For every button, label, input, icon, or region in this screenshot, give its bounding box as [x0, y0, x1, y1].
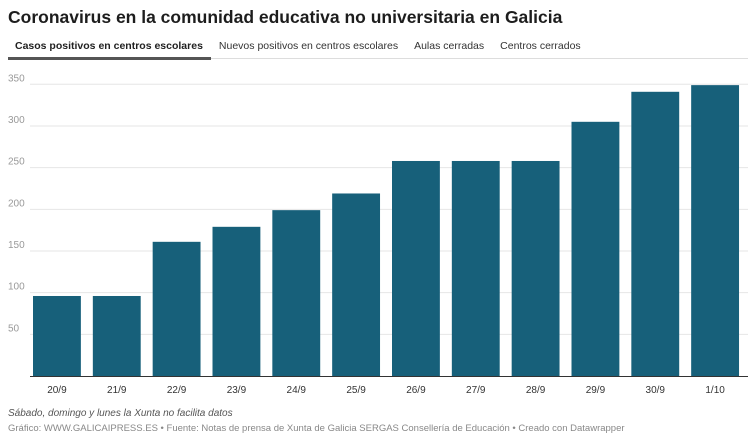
bar [571, 121, 620, 376]
bar [92, 295, 141, 376]
y-tick-label: 350 [8, 73, 25, 84]
chart-note: Sábado, domingo y lunes la Xunta no faci… [8, 408, 233, 419]
chart-source: Gráfico: WWW.GALICAIPRESS.ES • Fuente: N… [8, 423, 625, 434]
bar [212, 226, 261, 376]
tab-casos-positivos[interactable]: Casos positivos en centros escolares [8, 38, 211, 60]
x-tick-label: 20/9 [47, 385, 67, 396]
y-tick-label: 250 [8, 157, 25, 168]
tab-aulas-cerradas[interactable]: Aulas cerradas [414, 40, 485, 52]
bar [631, 91, 680, 377]
x-tick-label: 25/9 [346, 385, 366, 396]
tab-nuevos-positivos[interactable]: Nuevos positivos en centros escolares [218, 40, 399, 52]
bar [451, 160, 500, 376]
bar [272, 210, 321, 376]
x-tick-label: 22/9 [167, 385, 187, 396]
x-tick-label: 21/9 [107, 385, 127, 396]
tab-centros-cerrados[interactable]: Centros cerrados [500, 40, 581, 52]
x-tick-label: 26/9 [406, 385, 426, 396]
x-tick-label: 30/9 [646, 385, 666, 396]
y-tick-label: 50 [8, 323, 20, 334]
y-tick-label: 300 [8, 115, 25, 126]
y-tick-label: 150 [8, 240, 25, 251]
tab-bar: Casos positivos en centros escolares Nue… [8, 38, 748, 60]
bar [511, 160, 560, 376]
bar [392, 160, 440, 376]
x-tick-label: 27/9 [466, 385, 486, 396]
x-tick-label: 23/9 [227, 385, 247, 396]
bar [332, 193, 381, 376]
x-tick-label: 24/9 [287, 385, 307, 396]
chart-title: Coronavirus en la comunidad educativa no… [8, 7, 563, 27]
bar [33, 295, 81, 376]
x-tick-label: 29/9 [586, 385, 606, 396]
x-tick-label: 1/10 [705, 385, 725, 396]
bar-chart: 50 100 150 200 250 300 350 20/9 21/9 22/9 23/9 24/9… [8, 73, 748, 396]
bar [691, 85, 740, 377]
y-tick-label: 100 [8, 282, 25, 293]
x-tick-label: 28/9 [526, 385, 546, 396]
y-tick-label: 200 [8, 198, 25, 209]
bar [152, 241, 201, 376]
